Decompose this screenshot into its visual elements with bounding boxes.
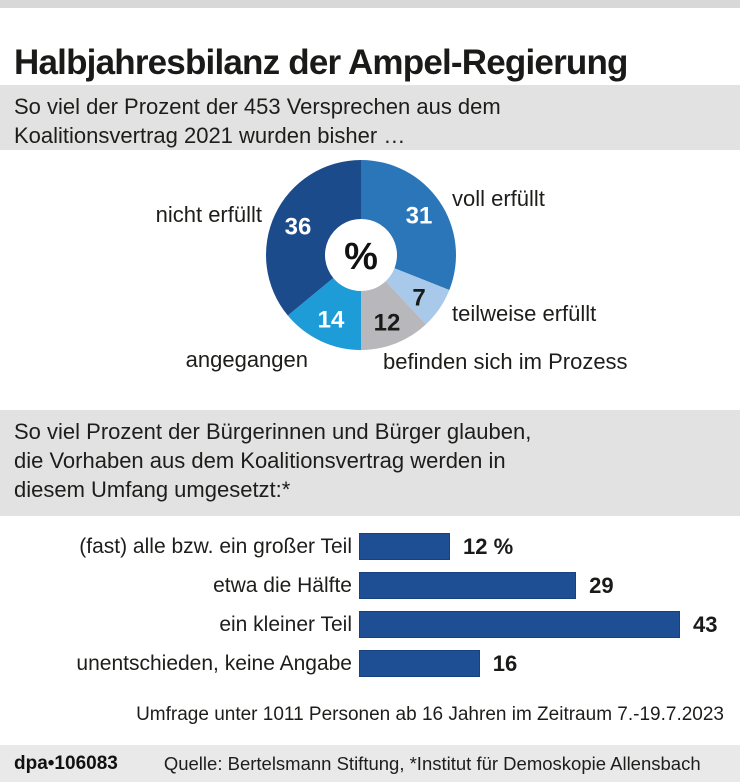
donut-slice <box>385 268 450 325</box>
donut-label-im-prozess: befinden sich im Prozess <box>383 349 628 374</box>
survey-footnote: Umfrage unter 1011 Personen ab 16 Jahren… <box>136 704 724 725</box>
bar-label: etwa die Hälfte <box>213 573 352 597</box>
section2-line1: So viel Prozent der Bürgerinnen und Bürg… <box>14 419 532 444</box>
bar-row: ein kleiner Teil 43 <box>0 611 740 638</box>
bar-value: 29 <box>589 572 614 598</box>
slice-value-im-prozess: 12 <box>374 310 401 337</box>
donut-center-symbol: % <box>344 236 378 278</box>
bar-row: etwa die Hälfte 29 <box>0 572 740 599</box>
donut-slice <box>361 160 457 290</box>
footer-bar: dpa•106083 Quelle: Bertelsmann Stiftung,… <box>0 745 740 782</box>
bar <box>359 650 480 677</box>
donut-slices <box>266 160 457 350</box>
slice-value-voll-erfuellt: 31 <box>406 203 433 230</box>
section1-line1: So viel der Prozent der 453 Versprechen … <box>14 94 501 119</box>
bar <box>359 572 577 599</box>
donut-label-angegangen: angegangen <box>185 347 308 372</box>
dpa-id: dpa•106083 <box>14 752 118 774</box>
slice-value-teilweise-erfuellt: 7 <box>412 285 425 312</box>
bar-label: (fast) alle bzw. ein großer Teil <box>79 534 352 558</box>
donut-label-teilweise-erfuellt: teilweise erfüllt <box>452 301 597 326</box>
section2-line2: die Vorhaben aus dem Koalitionsvertrag w… <box>14 448 506 473</box>
section2-line3: diesem Umfang umgesetzt:* <box>14 477 291 502</box>
source-line: Quelle: Bertelsmann Stiftung, *Institut … <box>163 752 701 774</box>
section1-header-band: So viel der Prozent der 453 Versprechen … <box>0 85 740 150</box>
bar-value: 12 % <box>463 533 514 559</box>
top-border-strip <box>0 0 740 8</box>
bar <box>359 533 451 560</box>
bar-label: ein kleiner Teil <box>219 612 352 636</box>
section2-header-band: So viel Prozent der Bürgerinnen und Bürg… <box>0 410 740 516</box>
bar-chart: (fast) alle bzw. ein großer Teil 12 % et… <box>0 533 740 689</box>
bar-label: unentschieden, keine Angabe <box>76 651 352 675</box>
slice-value-angegangen: 14 <box>318 307 345 334</box>
bar-row: (fast) alle bzw. ein großer Teil 12 % <box>0 533 740 560</box>
section1-line2: Koalitionsvertrag 2021 wurden bisher … <box>14 123 406 148</box>
donut-slice <box>287 277 361 350</box>
page-title: Halbjahresbilanz der Ampel-Regierung <box>14 43 628 83</box>
donut-label-voll-erfuellt: voll erfüllt <box>452 186 545 211</box>
bar-value: 43 <box>693 611 718 637</box>
donut-slice <box>266 160 361 316</box>
slice-value-nicht-erfuellt: 36 <box>285 214 312 241</box>
bar <box>359 611 681 638</box>
bar-row: unentschieden, keine Angabe 16 <box>0 650 740 677</box>
bar-value: 16 <box>492 650 518 676</box>
donut-label-nicht-erfuellt: nicht erfüllt <box>155 202 262 227</box>
donut-slice <box>361 281 427 350</box>
